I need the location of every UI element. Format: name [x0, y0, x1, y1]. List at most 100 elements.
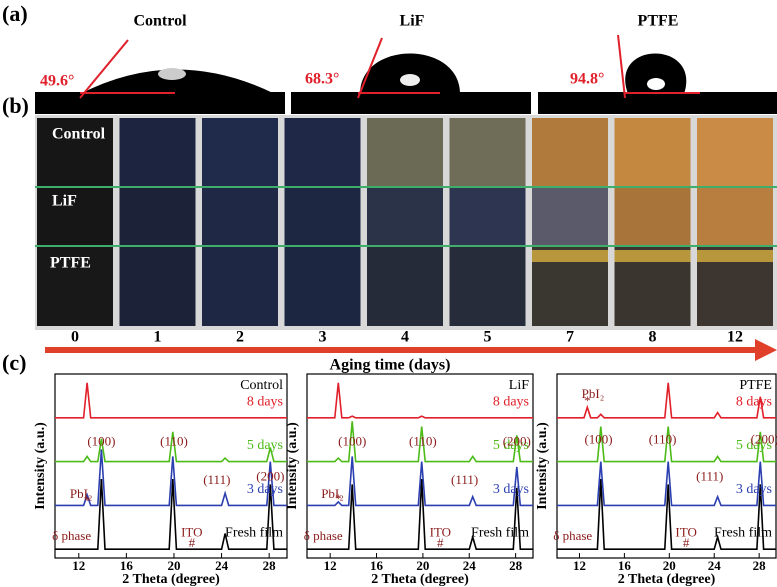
photo-tile — [532, 118, 608, 187]
series-label: 3 days — [736, 482, 772, 497]
substrate — [291, 92, 531, 114]
peak-annotation: (110) — [160, 433, 188, 448]
x-axis-label: 2 Theta (degree) — [618, 572, 716, 587]
x-tick-label: 16 — [120, 558, 134, 573]
series-label: 8 days — [247, 394, 283, 409]
chart-title: Control — [240, 378, 283, 393]
series-label: Fresh film — [225, 526, 283, 541]
angle-value: 49.6° — [40, 73, 74, 90]
series-label: 3 days — [493, 482, 529, 497]
x-axis-label: 2 Theta (degree) — [371, 572, 469, 587]
y-axis-label: Intensity (a.u.) — [33, 422, 48, 510]
x-axis-label: 2 Theta (degree) — [122, 572, 220, 587]
x-tick-label: 12 — [573, 558, 586, 573]
substrate — [538, 92, 777, 114]
x-tick-label: 20 — [167, 558, 180, 573]
x-tick-label: 28 — [753, 558, 767, 573]
x-tick-label: 24 — [463, 558, 477, 573]
photo-tile — [202, 118, 278, 187]
x-tick-label: 20 — [416, 558, 429, 573]
substrate — [35, 92, 285, 114]
angle-line — [618, 35, 625, 98]
x-tick-label: 16 — [618, 558, 632, 573]
day-label: 12 — [727, 329, 743, 346]
series-label: Fresh film — [471, 526, 529, 541]
photo-tile — [367, 187, 443, 246]
photo-tile — [120, 118, 196, 187]
peak-annotation: (110) — [649, 432, 677, 447]
angle-value: 94.8° — [570, 71, 604, 88]
photo-tile — [285, 246, 361, 326]
photo-tile — [120, 246, 196, 326]
x-tick-label: 24 — [708, 558, 722, 573]
peak-annotation: * — [584, 393, 591, 408]
photo-tile — [450, 118, 526, 187]
photo-edge — [697, 250, 773, 262]
photo-strip — [37, 118, 773, 326]
peak-annotation: * — [84, 493, 91, 508]
day-label: 8 — [649, 329, 657, 346]
day-label: 5 — [484, 329, 492, 346]
day-label: 1 — [154, 329, 162, 346]
figure: (a) (b) (c) Control LiF PTFE 49.6° 68.3°… — [0, 0, 777, 587]
axis-label: Aging time (days) — [330, 357, 451, 374]
peak-annotation: (111) — [696, 468, 723, 483]
photo-tile — [697, 118, 773, 187]
day-label: 0 — [71, 329, 79, 346]
x-tick-label: 28 — [263, 558, 277, 573]
arrow-head — [755, 339, 777, 361]
peak-annotation: # — [683, 535, 690, 550]
droplet — [360, 54, 460, 95]
peak-annotation: * — [335, 491, 342, 506]
photo-edge — [532, 250, 608, 262]
peak-annotation: (100) — [87, 433, 115, 448]
panel-label: (b) — [2, 93, 29, 118]
row-label: LiF — [52, 193, 77, 210]
chart-title: LiF — [509, 378, 529, 393]
series-label: 5 days — [247, 438, 283, 453]
photo-tile — [532, 187, 608, 246]
photo-tile — [285, 118, 361, 187]
peak-annotation: δ phase — [553, 528, 592, 543]
photo-tile — [697, 187, 773, 246]
sample-label: LiF — [400, 13, 425, 30]
photo-tile — [120, 187, 196, 246]
chart-title: PTFE — [739, 378, 772, 393]
peak-annotation: (100) — [338, 433, 366, 448]
peak-annotation: # — [189, 535, 196, 550]
photo-tile — [367, 118, 443, 187]
photo-tile — [202, 246, 278, 326]
reflection — [647, 78, 665, 90]
y-axis-label: Intensity (a.u.) — [285, 422, 300, 510]
x-tick-label: 16 — [370, 558, 384, 573]
reflection — [400, 74, 420, 86]
peak-annotation: (111) — [203, 472, 230, 487]
peak-annotation: (100) — [584, 432, 612, 447]
panel-label: (c) — [2, 350, 26, 375]
series-label: 8 days — [493, 394, 529, 409]
x-tick-label: 12 — [72, 558, 85, 573]
row-label: Control — [52, 126, 106, 143]
photo-tile — [285, 187, 361, 246]
peak-annotation: δ phase — [52, 528, 91, 543]
reflection — [158, 68, 186, 80]
peak-annotation: (200) — [256, 468, 284, 483]
photo-edge — [615, 250, 691, 262]
angle-value: 68.3° — [305, 71, 339, 88]
day-label: 2 — [236, 329, 244, 346]
day-label: 3 — [319, 329, 327, 346]
x-tick-label: 24 — [215, 558, 229, 573]
series-label: 3 days — [247, 482, 283, 497]
photo-tile — [615, 187, 691, 246]
row-label: PTFE — [50, 255, 91, 272]
y-axis-label: Intensity (a.u.) — [535, 422, 550, 510]
x-tick-label: 20 — [663, 558, 676, 573]
photo-tile — [367, 246, 443, 326]
peak-annotation: (111) — [451, 472, 478, 487]
day-label: 4 — [401, 329, 409, 346]
peak-annotation: (200) — [751, 432, 777, 447]
x-tick-label: 12 — [324, 558, 337, 573]
peak-annotation: (200) — [503, 433, 531, 448]
photo-tile — [202, 187, 278, 246]
peak-annotation: δ phase — [304, 528, 343, 543]
